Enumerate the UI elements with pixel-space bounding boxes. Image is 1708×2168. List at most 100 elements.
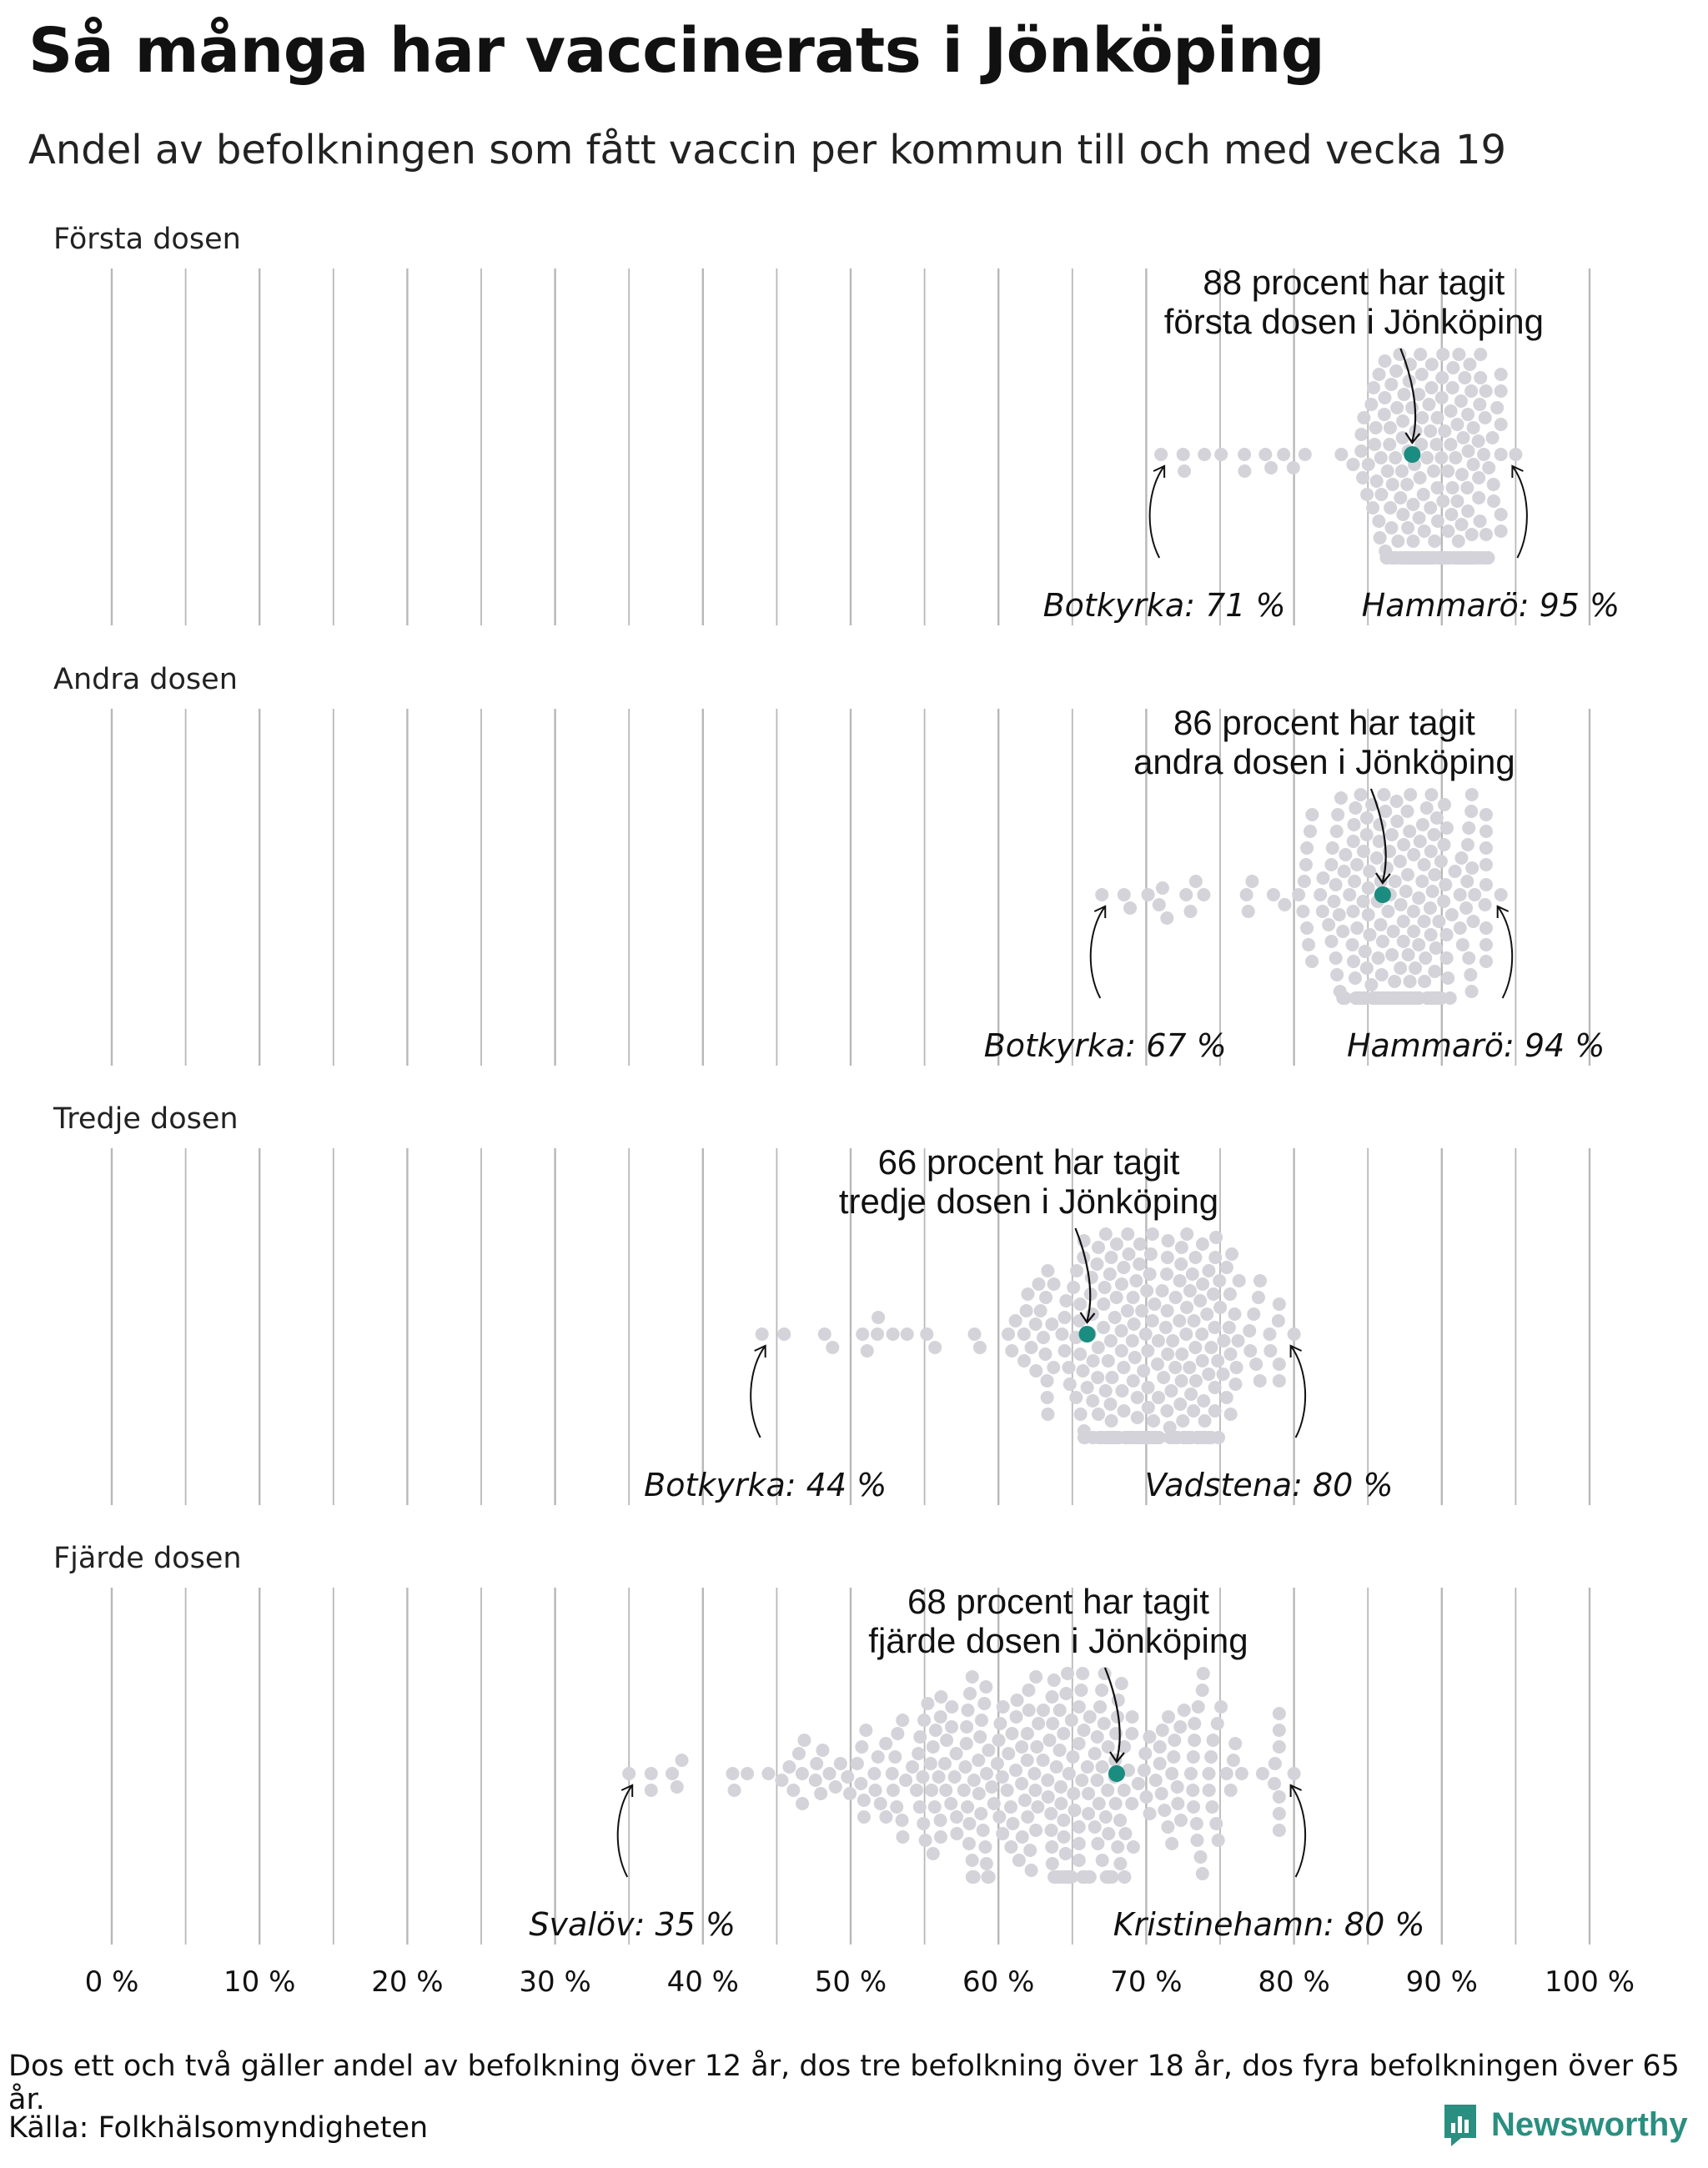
kommun-dot xyxy=(1115,1384,1129,1398)
kommun-dot xyxy=(1046,1717,1060,1730)
kommun-dot xyxy=(945,1720,959,1734)
kommun-dot xyxy=(961,1704,975,1717)
kommun-dot xyxy=(1412,388,1426,401)
kommun-dot xyxy=(1188,1717,1202,1730)
kommun-dot xyxy=(977,1697,992,1710)
kommun-dot xyxy=(916,1770,930,1784)
kommun-dot xyxy=(1067,1787,1081,1800)
kommun-dot xyxy=(1070,1264,1084,1277)
annotation-line2: första dosen i Jönköping xyxy=(1164,302,1544,341)
kommun-dot xyxy=(1188,1734,1202,1747)
kommun-dot xyxy=(1114,1344,1128,1358)
kommun-dot xyxy=(1299,858,1313,871)
kommun-dot xyxy=(1091,1341,1105,1354)
kommun-dot xyxy=(1209,1817,1223,1830)
kommun-dot xyxy=(1216,1368,1230,1381)
kommun-dot xyxy=(1305,808,1319,821)
kommun-dot xyxy=(1463,358,1477,371)
kommun-dot xyxy=(1430,514,1444,528)
min-arrow xyxy=(1148,465,1165,559)
kommun-dot xyxy=(1385,948,1399,961)
kommun-dot xyxy=(622,1767,636,1780)
kommun-dot xyxy=(912,1747,926,1760)
kommun-dot xyxy=(906,1760,920,1774)
kommun-dot xyxy=(1161,1820,1175,1834)
kommun-dot xyxy=(1444,404,1458,418)
brand-name: Newsworthy xyxy=(1491,2105,1688,2143)
kommun-dot xyxy=(1302,938,1316,951)
kommun-dot xyxy=(1047,1674,1061,1687)
kommun-dot xyxy=(1350,921,1364,935)
kommun-dot xyxy=(808,1774,822,1787)
kommun-dot xyxy=(1438,424,1452,438)
kommun-dot xyxy=(979,1857,993,1870)
kommun-dot xyxy=(1474,348,1488,361)
kommun-dot xyxy=(1202,1767,1216,1780)
kommun-dot xyxy=(1163,1421,1177,1434)
kommun-dot xyxy=(1272,1374,1286,1388)
kommun-dot xyxy=(949,1747,963,1760)
kommun-dot xyxy=(1073,1408,1088,1421)
kommun-dot xyxy=(917,1817,931,1830)
kommun-dot xyxy=(1010,1694,1024,1707)
annotation-arrow xyxy=(1399,348,1417,442)
kommun-dot xyxy=(1179,1327,1193,1341)
kommun-dot xyxy=(796,1797,810,1810)
kommun-dot xyxy=(1300,841,1314,855)
kommun-dot xyxy=(1331,808,1345,821)
kommun-dot xyxy=(1049,1760,1063,1774)
kommun-dot xyxy=(1153,1740,1167,1754)
kommun-dot xyxy=(1459,901,1474,915)
kommun-dot xyxy=(1251,1291,1265,1304)
kommun-dot xyxy=(1143,1807,1157,1820)
kommun-dot xyxy=(923,1757,937,1770)
kommun-dot xyxy=(1174,1257,1188,1271)
kommun-dot xyxy=(1160,1304,1174,1317)
kommun-dot xyxy=(1133,1237,1147,1251)
x-tick-label: 60 % xyxy=(962,1965,1034,1999)
kommun-dot xyxy=(1409,961,1423,975)
kommun-dot xyxy=(1032,1717,1046,1730)
kommun-dot xyxy=(967,1870,981,1884)
kommun-dot xyxy=(1485,431,1500,444)
kommun-dot xyxy=(1090,1730,1104,1744)
kommun-dot xyxy=(1266,888,1280,901)
max-label: Kristinehamn: 80 % xyxy=(1113,1906,1425,1943)
kommun-dot xyxy=(1196,1277,1210,1291)
x-tick-label: 80 % xyxy=(1258,1965,1329,1999)
kommun-dot xyxy=(879,1810,893,1824)
kommun-dot xyxy=(958,1760,972,1774)
kommun-dot xyxy=(1002,1327,1016,1341)
kommun-dot xyxy=(1247,1307,1261,1321)
kommun-dot xyxy=(1113,1857,1128,1870)
max-arrowhead xyxy=(1496,905,1510,918)
kommun-dot xyxy=(1338,991,1352,1005)
kommun-dot xyxy=(1479,878,1493,891)
kommun-dot xyxy=(1101,1354,1115,1368)
kommun-dot xyxy=(1441,971,1455,985)
kommun-dot xyxy=(1118,1740,1132,1754)
kommun-dot xyxy=(1158,1804,1172,1817)
kommun-dot xyxy=(859,1724,873,1737)
kommun-dot xyxy=(1091,1837,1105,1850)
kommun-dot xyxy=(1191,1700,1205,1714)
kommun-dot xyxy=(1383,438,1397,451)
kommun-dot xyxy=(1494,508,1508,521)
kommun-dot xyxy=(1082,1807,1096,1820)
kommun-dot xyxy=(1017,1794,1032,1807)
kommun-dot xyxy=(1219,1767,1233,1780)
kommun-dot xyxy=(1243,1344,1258,1358)
kommun-dot xyxy=(972,1787,986,1800)
arrowhead xyxy=(1404,432,1421,444)
kommun-dot xyxy=(1127,1317,1141,1331)
kommun-dot xyxy=(1509,448,1523,461)
kommun-dot xyxy=(963,1687,977,1700)
kommun-dot xyxy=(1423,901,1437,915)
kommun-dot xyxy=(1179,888,1193,901)
kommun-dot xyxy=(1125,1710,1139,1724)
kommun-dot xyxy=(1202,1784,1216,1797)
kommun-dot xyxy=(1125,1727,1139,1740)
kommun-dot xyxy=(1103,1267,1117,1281)
kommun-dot xyxy=(1228,1737,1243,1750)
kommun-dot xyxy=(1346,458,1360,471)
